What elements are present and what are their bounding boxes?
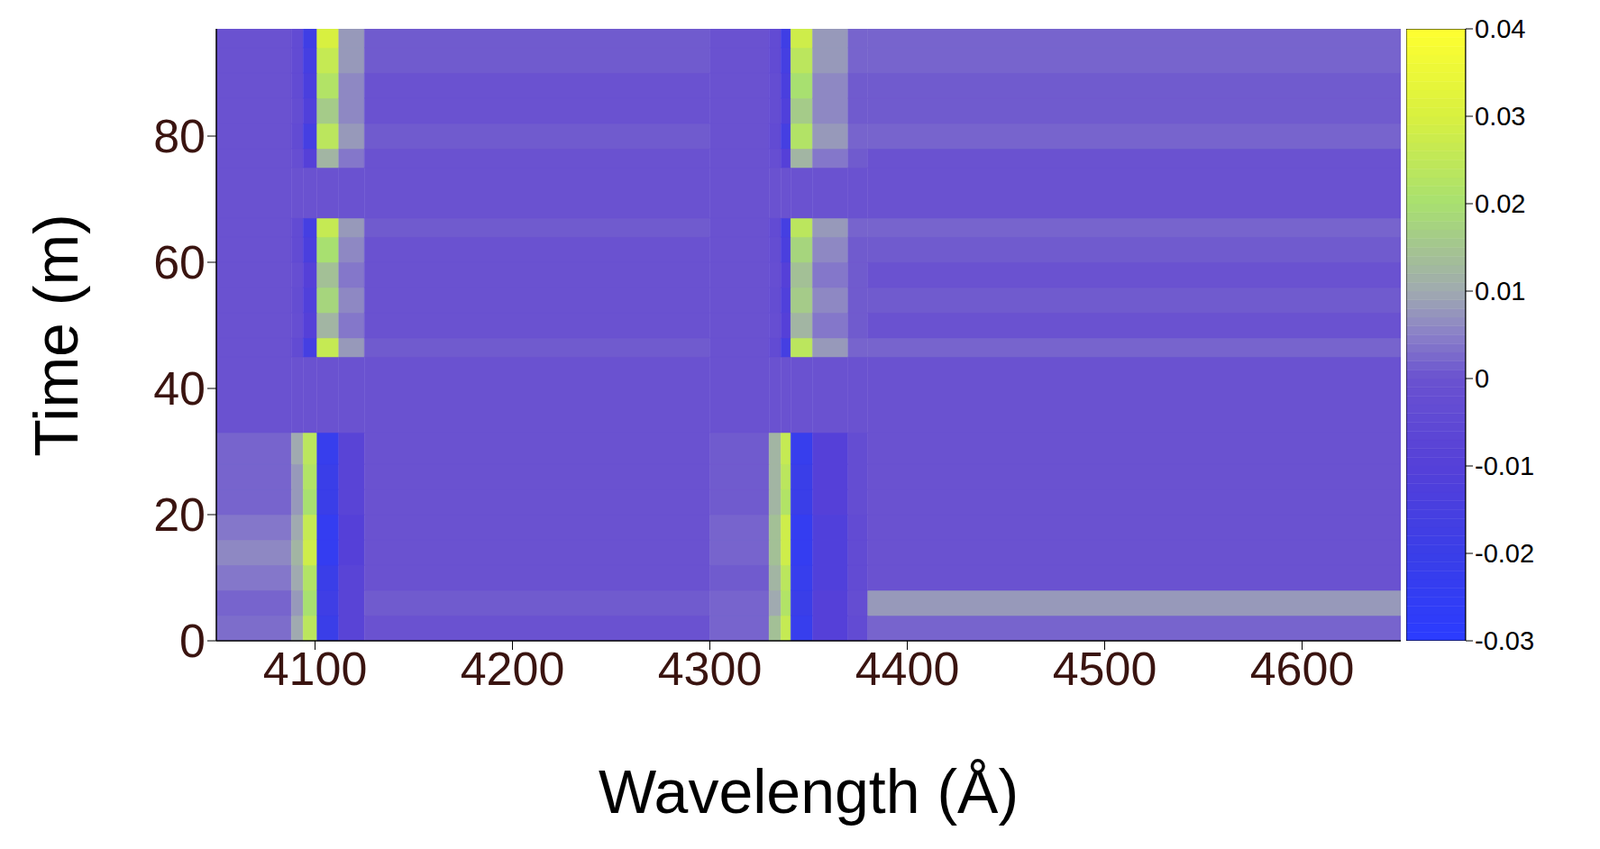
html-text:Time (m): Time (m) (21, 213, 91, 457)
svg-text:4600: 4600 (1250, 642, 1355, 695)
svg-text:4200: 4200 (460, 642, 566, 695)
svg-text:4500: 4500 (1052, 642, 1158, 695)
svg-text:4100: 4100 (263, 642, 368, 695)
svg-text:0: 0 (179, 614, 206, 668)
svg-text:0.01: 0.01 (1474, 276, 1526, 306)
svg-text:-0.03: -0.03 (1474, 626, 1535, 656)
svg-text:0.03: 0.03 (1474, 101, 1526, 131)
svg-text:60: 60 (153, 236, 206, 289)
svg-text:0.02: 0.02 (1474, 189, 1526, 219)
svg-text:40: 40 (153, 362, 206, 415)
svg-text:80: 80 (153, 109, 206, 163)
svg-text:4300: 4300 (658, 642, 763, 695)
svg-text:0: 0 (1474, 364, 1490, 394)
html-text:Wavelength (Å): Wavelength (Å) (598, 757, 1019, 826)
svg-text:0.04: 0.04 (1474, 14, 1526, 44)
svg-text:20: 20 (153, 488, 206, 541)
svg-text:4400: 4400 (855, 642, 960, 695)
svg-text:-0.02: -0.02 (1474, 539, 1535, 568)
svg-text:-0.01: -0.01 (1474, 451, 1535, 481)
